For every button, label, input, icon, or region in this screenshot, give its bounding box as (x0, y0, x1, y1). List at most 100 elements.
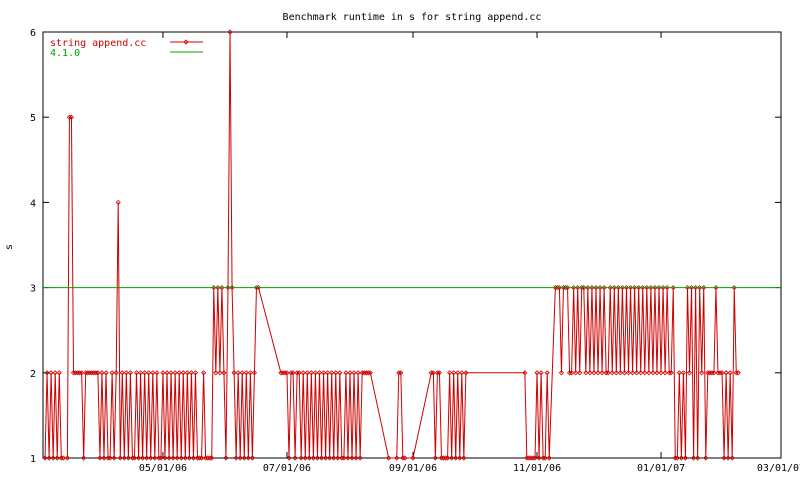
data-point (320, 370, 327, 376)
data-point (607, 285, 613, 291)
data-point (48, 370, 54, 376)
data-point (345, 455, 351, 461)
data-point (245, 455, 251, 461)
y-tick-label: 5 (30, 113, 36, 124)
data-point (447, 370, 453, 376)
data-point (459, 370, 465, 376)
data-point (343, 370, 349, 376)
data-point (174, 455, 180, 461)
data-point (111, 455, 117, 461)
data-point (294, 370, 300, 376)
data-point (436, 370, 443, 376)
data-point (144, 455, 150, 461)
legend: string append.cc 4.1.0 (50, 38, 203, 59)
chart-title: Benchmark runtime in s for string append… (283, 12, 542, 23)
data-point (727, 370, 733, 376)
y-tick-label: 1 (30, 454, 36, 465)
data-point (451, 370, 457, 376)
data-point (217, 370, 223, 376)
data-point (97, 455, 103, 461)
data-point (542, 455, 548, 461)
data-point (127, 370, 133, 376)
data-point (190, 455, 197, 461)
data-point (278, 370, 284, 376)
data-point (81, 455, 87, 461)
data-point (64, 455, 70, 461)
data-point (449, 455, 455, 461)
data-point (148, 455, 154, 461)
x-tick-label: 07/01/06 (263, 463, 311, 474)
data-point (601, 285, 607, 291)
data-point (52, 370, 58, 376)
data-point (207, 455, 213, 461)
data-point (325, 370, 331, 376)
data-point (146, 370, 152, 376)
data-point (347, 370, 353, 376)
data-point (172, 370, 178, 376)
data-point (316, 370, 323, 376)
data-point (323, 455, 329, 461)
data-point (560, 285, 567, 291)
data-point (717, 370, 723, 376)
data-point (203, 455, 209, 461)
data-point (296, 370, 302, 376)
data-point (428, 370, 434, 376)
series-layer (42, 29, 781, 461)
data-point (312, 370, 318, 376)
data-point (280, 370, 286, 376)
data-point (554, 285, 560, 291)
data-point (522, 370, 528, 376)
data-point (461, 455, 467, 461)
data-point (54, 455, 60, 461)
data-point (215, 285, 221, 291)
data-point (282, 370, 288, 376)
data-point (564, 285, 571, 291)
data-point (575, 285, 581, 291)
data-point (79, 370, 85, 376)
data-point (528, 455, 534, 461)
data-point (196, 455, 203, 461)
data-point (158, 455, 164, 461)
data-point (249, 455, 255, 461)
data-point (133, 370, 140, 376)
data-point (566, 370, 573, 376)
data-point (68, 114, 75, 120)
data-point (410, 455, 416, 461)
data-point (660, 285, 666, 291)
x-tick-label: 05/01/06 (139, 463, 187, 474)
data-point (42, 455, 48, 461)
data-point (534, 370, 540, 376)
data-point (658, 370, 664, 376)
data-point (532, 455, 538, 461)
y-axis: 1 2 3 4 5 6 (30, 28, 781, 465)
data-point (74, 370, 81, 376)
data-point (623, 285, 630, 291)
data-point (292, 455, 298, 461)
data-point (225, 285, 231, 291)
data-point (221, 370, 227, 376)
data-point (227, 29, 233, 35)
data-point (138, 370, 144, 376)
data-point (219, 285, 225, 291)
data-point (341, 455, 347, 461)
data-point (103, 370, 109, 376)
data-point (77, 370, 83, 376)
data-point (562, 285, 569, 291)
data-point (617, 370, 623, 376)
data-point (430, 370, 436, 376)
data-point (213, 370, 219, 376)
data-point (638, 370, 644, 376)
data-point (556, 285, 562, 291)
data-point (331, 455, 337, 461)
data-point (229, 285, 235, 291)
data-point (314, 455, 321, 461)
legend-label-series-0: string append.cc (50, 38, 146, 49)
data-point (170, 455, 176, 461)
data-point (365, 370, 371, 376)
data-point (176, 370, 182, 376)
data-point (432, 455, 438, 461)
data-point (135, 455, 142, 461)
data-point (664, 285, 670, 291)
data-point (630, 370, 636, 376)
